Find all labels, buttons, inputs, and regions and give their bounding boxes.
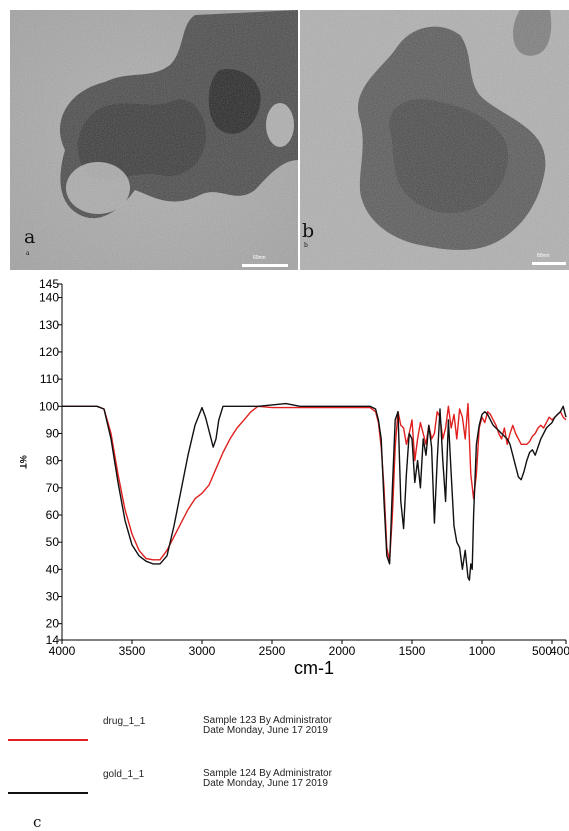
legend-drug-name: drug_1_1 (103, 716, 146, 727)
panel-b-scalebar (532, 262, 566, 265)
y-tick-label: 90 (46, 426, 60, 440)
y-tick-label: 140 (39, 291, 59, 305)
micrograph-b-image (300, 10, 569, 270)
y-tick-label: 145 (39, 278, 59, 291)
panel-c-letter: c (33, 813, 42, 831)
y-tick-label: 20 (46, 617, 60, 631)
panel-a-sublabel: a (26, 250, 30, 257)
legend-drug-description: Sample 123 By Administrator Date Monday,… (203, 715, 332, 736)
x-tick-label: 1500 (399, 644, 426, 658)
panel-a-scalebar (242, 264, 288, 267)
y-tick-label: 50 (46, 535, 60, 549)
legend-gold-description: Sample 124 By Administrator Date Monday,… (203, 768, 332, 789)
panel-b-scalebar-label: 80nm (537, 253, 550, 259)
x-tick-label: 500 (532, 644, 552, 658)
panel-a-letter: a (24, 226, 36, 248)
y-tick-label: 70 (46, 481, 60, 495)
panel-a-scalebar-label: 60nm (253, 255, 266, 261)
micrograph-panel-a: a a 60nm (10, 10, 298, 270)
series-line-gold-1-1 (62, 402, 567, 581)
x-tick-label: 400 (550, 644, 569, 658)
x-tick-label: 3500 (119, 644, 146, 658)
chart-series-group (62, 402, 567, 581)
x-tick-label: 3000 (189, 644, 216, 658)
y-tick-label: 14 (46, 633, 60, 647)
y-tick-label: 100 (39, 399, 59, 413)
y-tick-label: 60 (46, 508, 60, 522)
y-tick-label: 80 (46, 454, 60, 468)
y-tick-label: 30 (46, 590, 60, 604)
x-tick-label: 2000 (329, 644, 356, 658)
x-tick-label: 1000 (469, 644, 496, 658)
legend-drug-swatch (8, 739, 88, 741)
x-axis-label: cm-1 (294, 658, 334, 678)
y-tick-label: 130 (39, 318, 59, 332)
legend-gold-swatch (8, 792, 88, 794)
series-line-drug-1-1 (62, 402, 567, 562)
micrograph-a-image (10, 10, 298, 270)
x-tick-label: 2500 (259, 644, 286, 658)
y-axis-label: %T (18, 455, 28, 469)
legend-gold-name: gold_1_1 (103, 769, 145, 780)
y-tick-label: 120 (39, 345, 59, 359)
chart-axes (61, 284, 566, 641)
micrograph-panel-b: b b 80nm (300, 10, 569, 270)
panel-b-sublabel: b (304, 242, 308, 249)
y-tick-label: 110 (40, 372, 59, 386)
panel-b-letter: b (302, 220, 315, 242)
y-tick-label: 40 (46, 562, 60, 576)
x-tick-label: 4000 (49, 644, 76, 658)
